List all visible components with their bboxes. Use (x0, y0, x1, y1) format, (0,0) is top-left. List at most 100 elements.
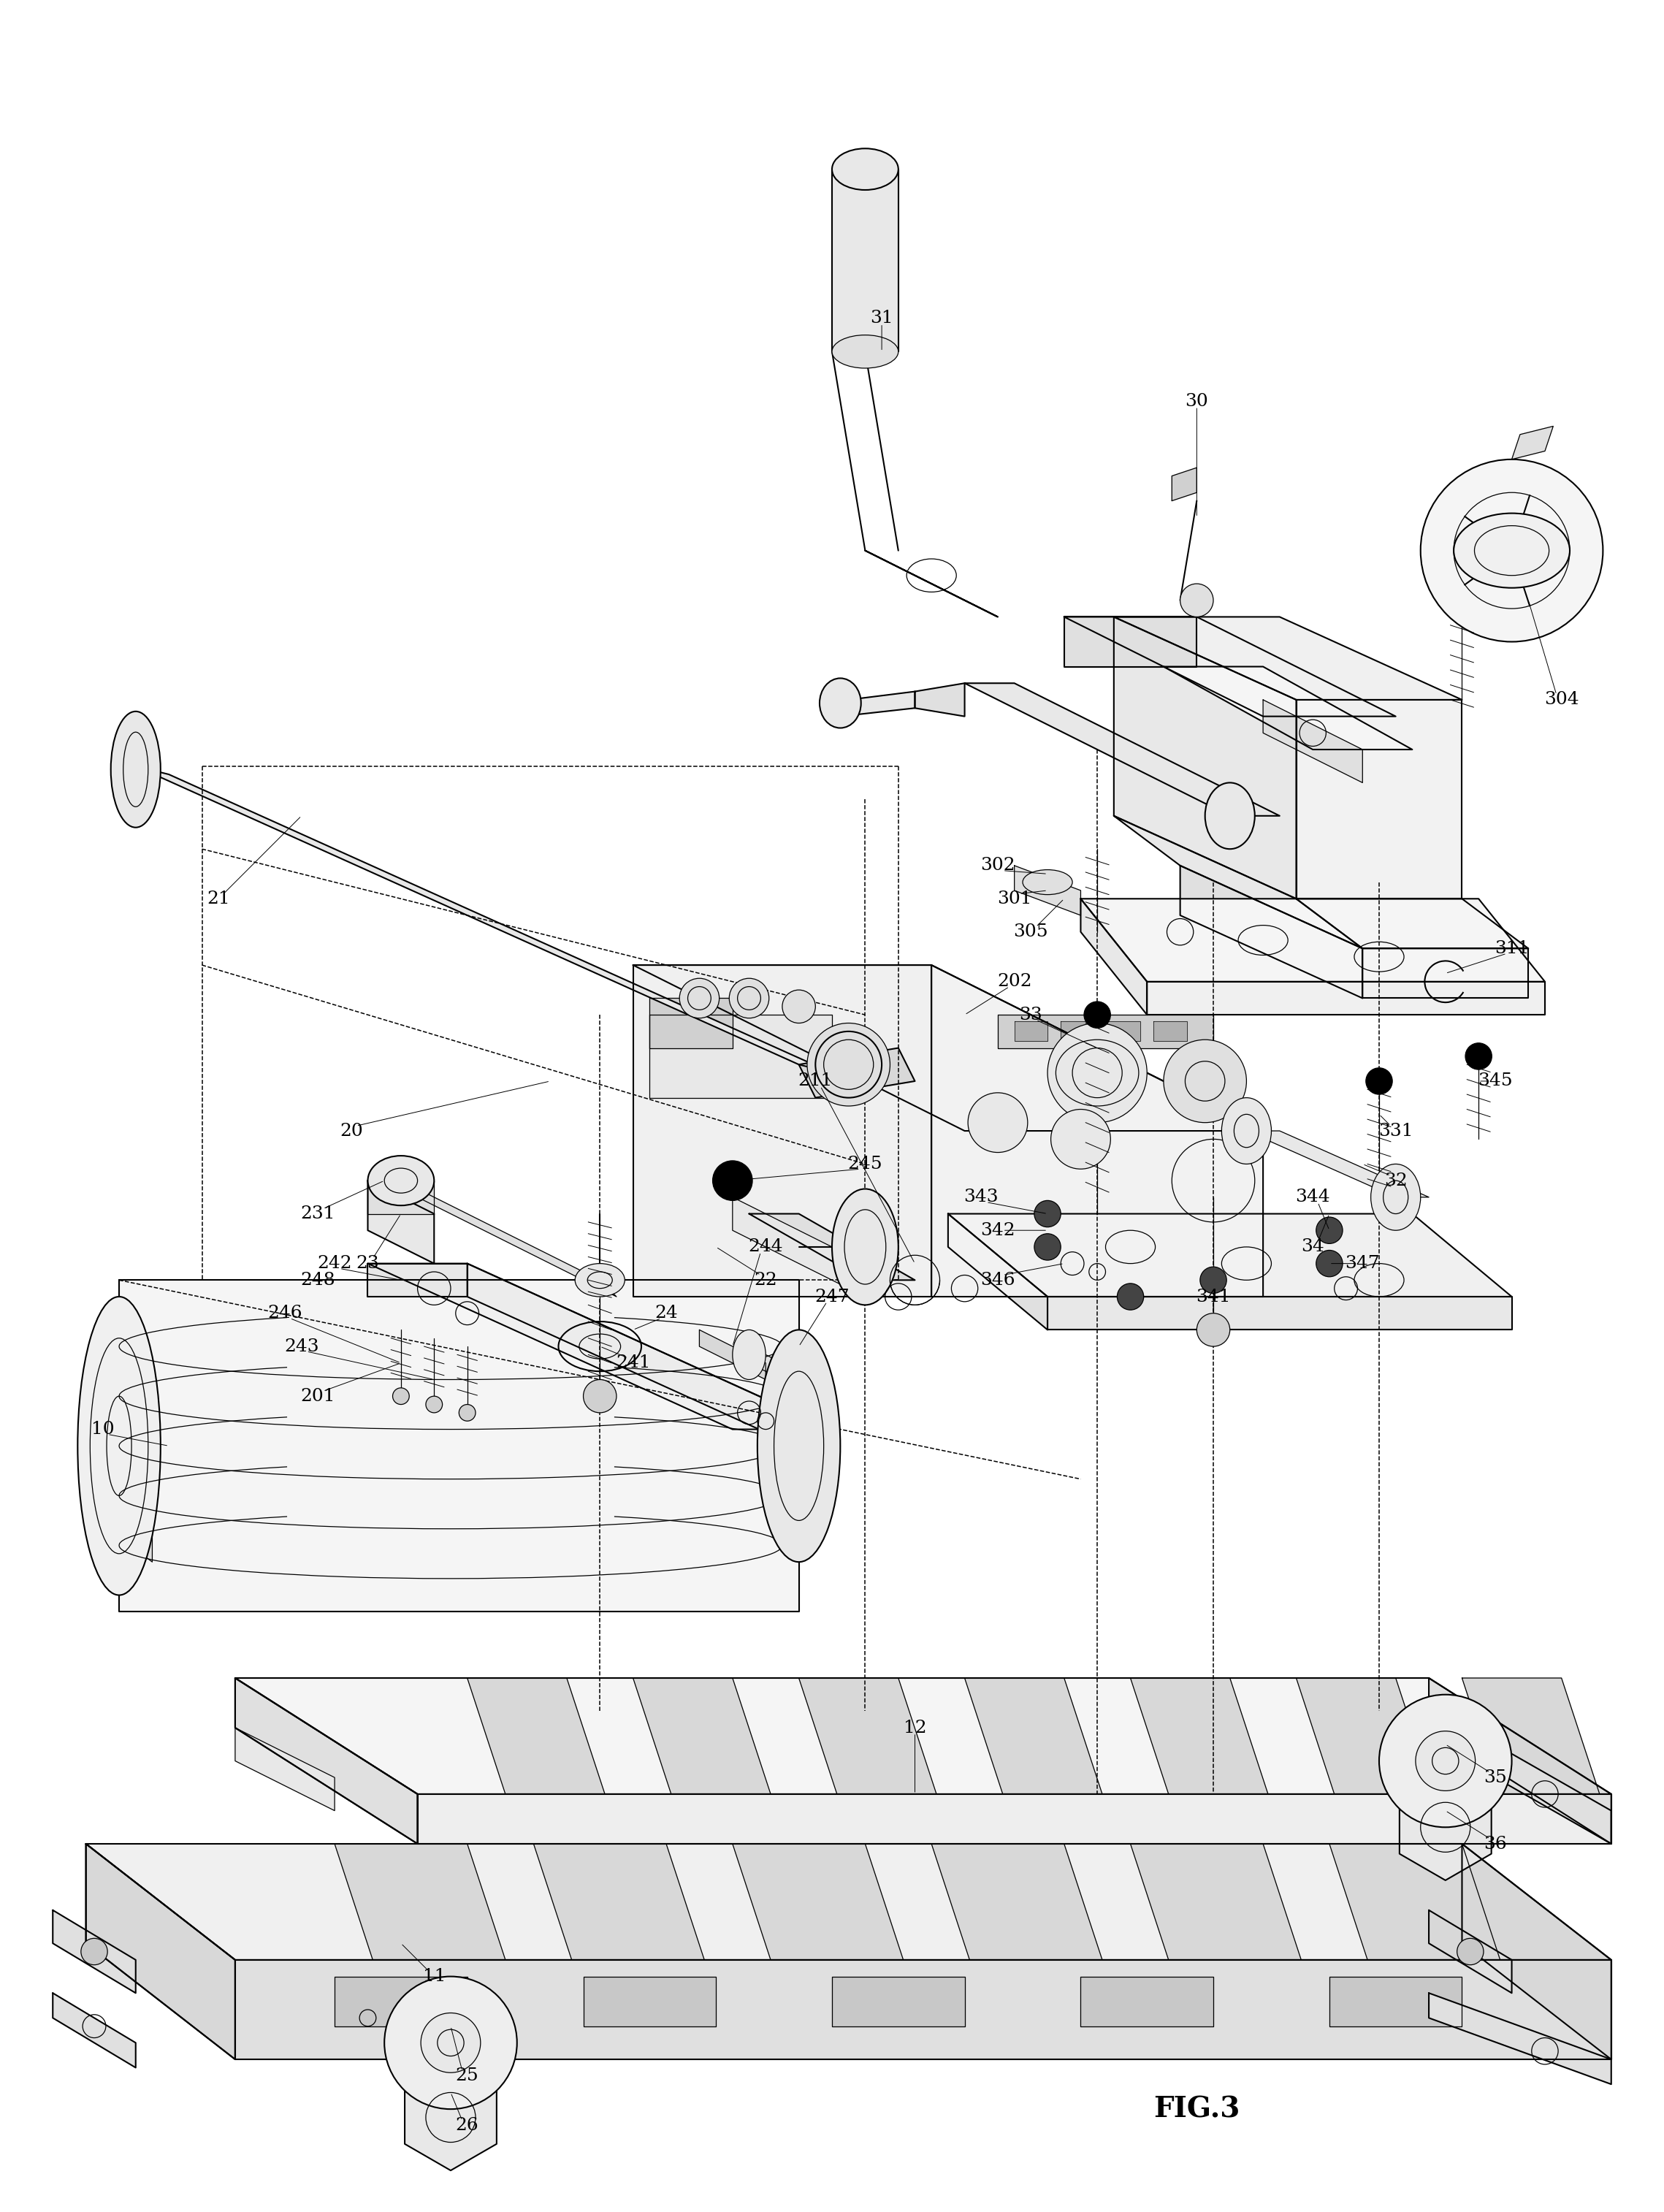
Polygon shape (418, 1794, 1611, 1845)
Polygon shape (235, 1679, 418, 1845)
Polygon shape (1246, 1130, 1429, 1197)
Polygon shape (1048, 1296, 1513, 1329)
Text: 346: 346 (980, 1272, 1015, 1290)
Polygon shape (235, 1679, 418, 1845)
Polygon shape (832, 1978, 965, 2026)
Polygon shape (1080, 1978, 1213, 2026)
Polygon shape (965, 684, 1280, 816)
Polygon shape (235, 1960, 1611, 2059)
Text: 25: 25 (456, 2068, 479, 2084)
Circle shape (393, 1387, 409, 1405)
Text: 247: 247 (815, 1287, 849, 1305)
Polygon shape (832, 168, 899, 352)
Polygon shape (915, 684, 965, 717)
Polygon shape (87, 1845, 1611, 1960)
Polygon shape (749, 1214, 915, 1281)
Ellipse shape (576, 1263, 624, 1296)
Polygon shape (865, 551, 998, 617)
Text: 347: 347 (1345, 1254, 1379, 1272)
Polygon shape (120, 1281, 799, 1613)
Polygon shape (1107, 1022, 1140, 1042)
Polygon shape (948, 1214, 1048, 1329)
Circle shape (1416, 1732, 1476, 1792)
Text: 35: 35 (1484, 1770, 1508, 1785)
Circle shape (1316, 1217, 1343, 1243)
Polygon shape (840, 692, 915, 717)
Polygon shape (965, 1679, 1102, 1794)
Polygon shape (632, 964, 1263, 1130)
Circle shape (712, 1161, 752, 1201)
Text: 246: 246 (268, 1305, 303, 1321)
Circle shape (1421, 460, 1602, 641)
Polygon shape (1060, 1022, 1093, 1042)
Polygon shape (1330, 1845, 1501, 1960)
Ellipse shape (820, 679, 860, 728)
Polygon shape (799, 1679, 937, 1794)
Ellipse shape (832, 334, 899, 367)
Polygon shape (1080, 898, 1544, 982)
Circle shape (1048, 1024, 1146, 1121)
Polygon shape (468, 1679, 606, 1794)
Polygon shape (1113, 816, 1363, 949)
Polygon shape (235, 1728, 334, 1812)
Circle shape (1379, 1694, 1513, 1827)
Text: FIG.3: FIG.3 (1153, 2095, 1240, 2124)
Polygon shape (749, 1347, 832, 1405)
Text: 245: 245 (847, 1155, 882, 1172)
Text: 345: 345 (1478, 1073, 1513, 1091)
Polygon shape (1080, 898, 1146, 1015)
Circle shape (82, 1938, 108, 1964)
Circle shape (1163, 1040, 1246, 1121)
Text: 23: 23 (356, 1254, 379, 1272)
Polygon shape (368, 1263, 468, 1296)
Polygon shape (1015, 865, 1080, 916)
Circle shape (459, 1405, 476, 1420)
Circle shape (968, 1093, 1028, 1152)
Polygon shape (1429, 1679, 1611, 1845)
Polygon shape (1330, 1978, 1463, 2026)
Text: 305: 305 (1013, 922, 1048, 940)
Text: 12: 12 (904, 1719, 927, 1736)
Text: 311: 311 (1494, 940, 1529, 958)
Ellipse shape (368, 1155, 434, 1206)
Ellipse shape (732, 1329, 765, 1380)
Polygon shape (404, 2064, 496, 2170)
Polygon shape (699, 1329, 765, 1380)
Polygon shape (235, 1679, 1611, 1794)
Text: 211: 211 (799, 1073, 832, 1091)
Polygon shape (368, 1181, 434, 1214)
Text: 10: 10 (92, 1420, 115, 1438)
Circle shape (1488, 526, 1536, 575)
Polygon shape (334, 1978, 468, 2026)
Text: 30: 30 (1185, 394, 1208, 409)
Polygon shape (1146, 982, 1544, 1015)
Polygon shape (136, 765, 832, 1073)
Polygon shape (534, 1845, 704, 1960)
Polygon shape (1180, 865, 1363, 998)
Circle shape (1035, 1201, 1060, 1228)
Text: 22: 22 (754, 1272, 777, 1290)
Ellipse shape (78, 1296, 160, 1595)
Polygon shape (1463, 1679, 1599, 1794)
Polygon shape (1399, 1774, 1491, 1880)
Polygon shape (632, 1679, 770, 1794)
Polygon shape (1113, 617, 1296, 898)
Circle shape (1052, 1108, 1110, 1168)
Text: 20: 20 (339, 1121, 363, 1139)
Polygon shape (799, 1048, 915, 1097)
Circle shape (729, 978, 769, 1018)
Polygon shape (87, 1380, 151, 1480)
Polygon shape (1130, 1845, 1301, 1960)
Text: 11: 11 (423, 1969, 446, 1984)
Polygon shape (53, 1911, 136, 1993)
Text: 24: 24 (654, 1305, 677, 1321)
Polygon shape (87, 1480, 151, 1562)
Polygon shape (334, 1845, 506, 1960)
Polygon shape (1513, 427, 1553, 460)
Polygon shape (401, 1181, 616, 1296)
Polygon shape (87, 1845, 235, 2059)
Ellipse shape (1205, 783, 1255, 849)
Ellipse shape (1371, 1164, 1421, 1230)
Text: 34: 34 (1301, 1239, 1325, 1256)
Ellipse shape (757, 1329, 840, 1562)
